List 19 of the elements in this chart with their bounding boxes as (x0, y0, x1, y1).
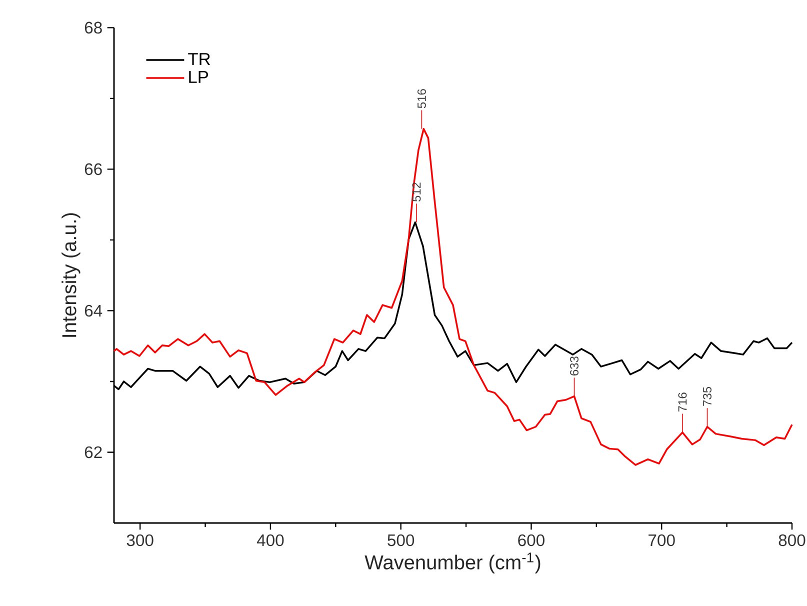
x-tick-label: 800 (778, 534, 806, 546)
annotation: 633 (570, 356, 579, 376)
annotation: 735 (702, 386, 712, 406)
x-tick-label: 300 (126, 534, 154, 546)
legend-label: LP (189, 71, 208, 83)
x-tick-label: 700 (648, 534, 675, 546)
annotation: 716 (678, 392, 687, 412)
x-tick-label: 500 (388, 534, 414, 546)
y-tick-label: 66 (84, 163, 102, 176)
annotation: 516 (417, 89, 426, 108)
x-tick-label: 600 (518, 534, 544, 546)
x-axis-title: Wavenumber (cm$^{-1}$) (364, 552, 540, 574)
y-tick-label: 64 (84, 304, 102, 317)
legend-label: TR (188, 53, 210, 66)
y-axis-title: Intensity (a.u.) (62, 213, 80, 337)
y-tick-label: 68 (84, 22, 102, 34)
y-tick-label: 62 (84, 446, 102, 458)
x-tick-label: 400 (256, 534, 284, 546)
annotation: 512 (412, 182, 421, 202)
